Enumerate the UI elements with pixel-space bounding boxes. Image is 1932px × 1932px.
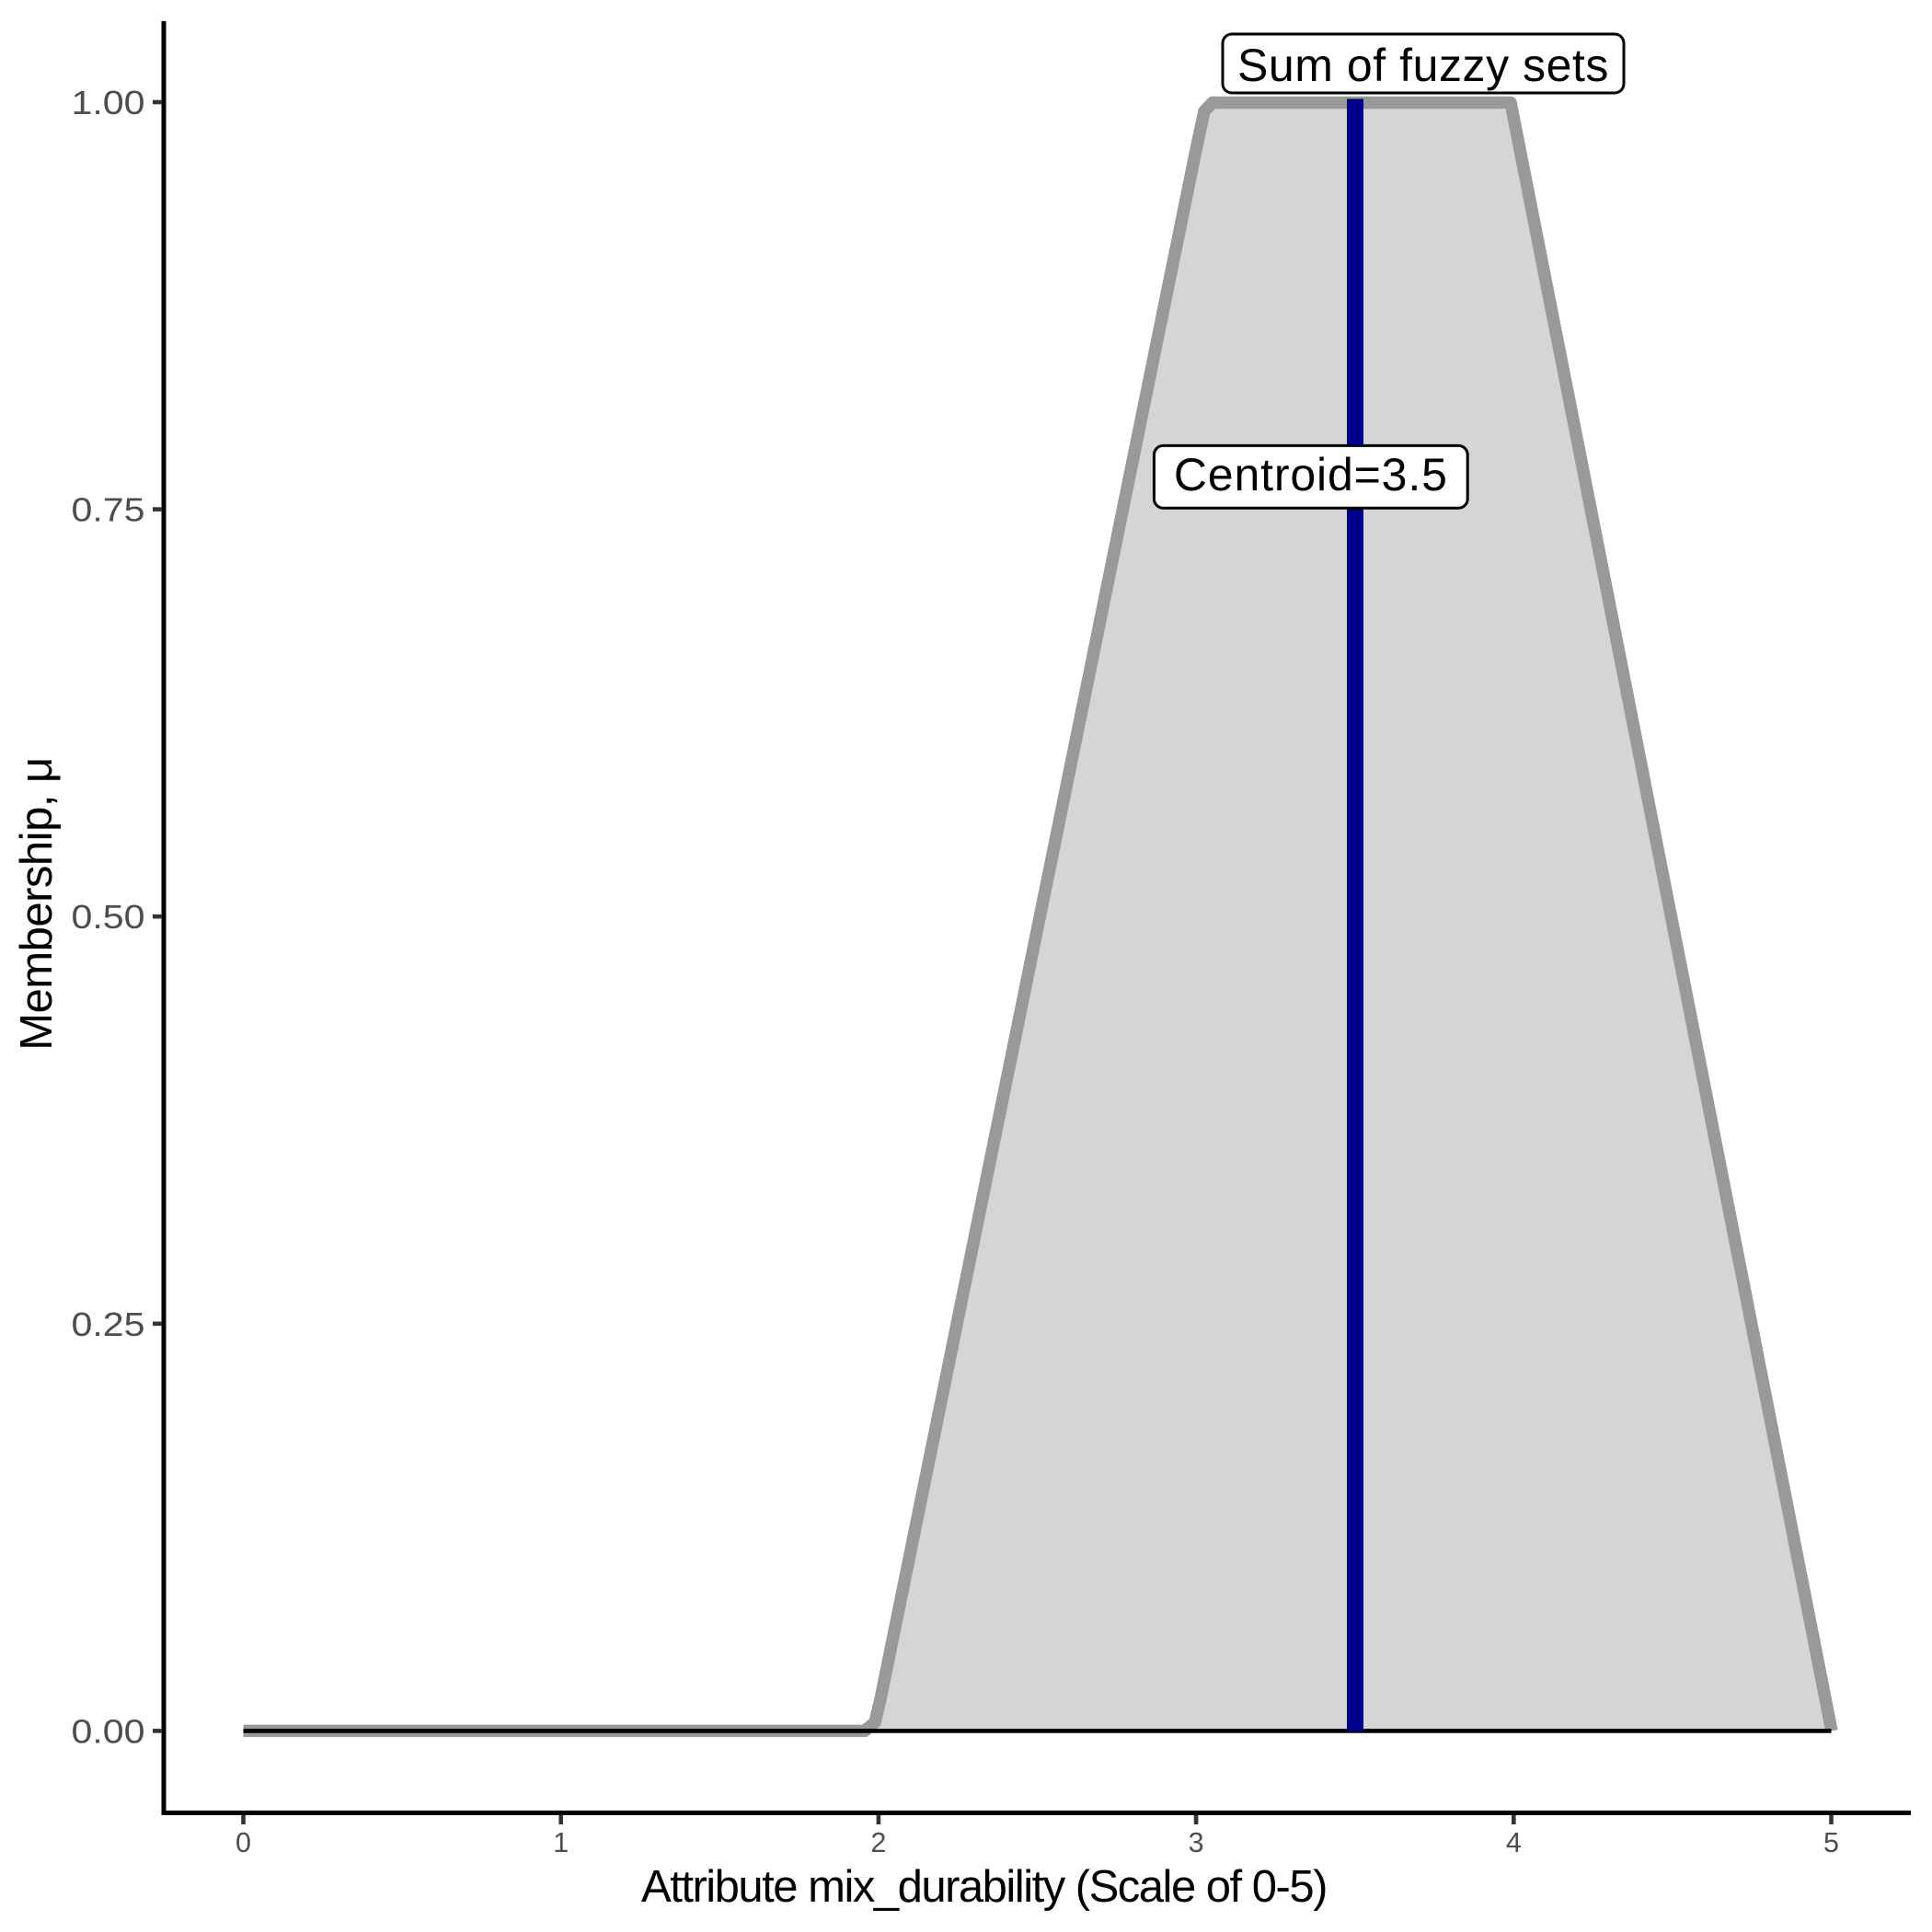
svg-text:Sum of fuzzy sets: Sum of fuzzy sets — [1237, 40, 1609, 91]
svg-text:2: 2 — [870, 1827, 886, 1858]
svg-text:Attribute mix_durability (Scal: Attribute mix_durability (Scale of 0-5) — [641, 1862, 1327, 1912]
svg-text:0.50: 0.50 — [72, 898, 145, 936]
svg-text:5: 5 — [1823, 1827, 1839, 1858]
svg-text:Membership, μ: Membership, μ — [12, 757, 62, 1051]
svg-text:3: 3 — [1189, 1827, 1204, 1858]
svg-text:0.75: 0.75 — [72, 491, 145, 529]
svg-text:0: 0 — [236, 1827, 251, 1858]
svg-text:1: 1 — [553, 1827, 569, 1858]
svg-text:0.25: 0.25 — [72, 1305, 145, 1343]
svg-text:1.00: 1.00 — [72, 84, 145, 121]
svg-text:4: 4 — [1506, 1827, 1522, 1858]
svg-text:Centroid=3.5: Centroid=3.5 — [1174, 449, 1448, 500]
svg-text:0.00: 0.00 — [72, 1712, 145, 1750]
